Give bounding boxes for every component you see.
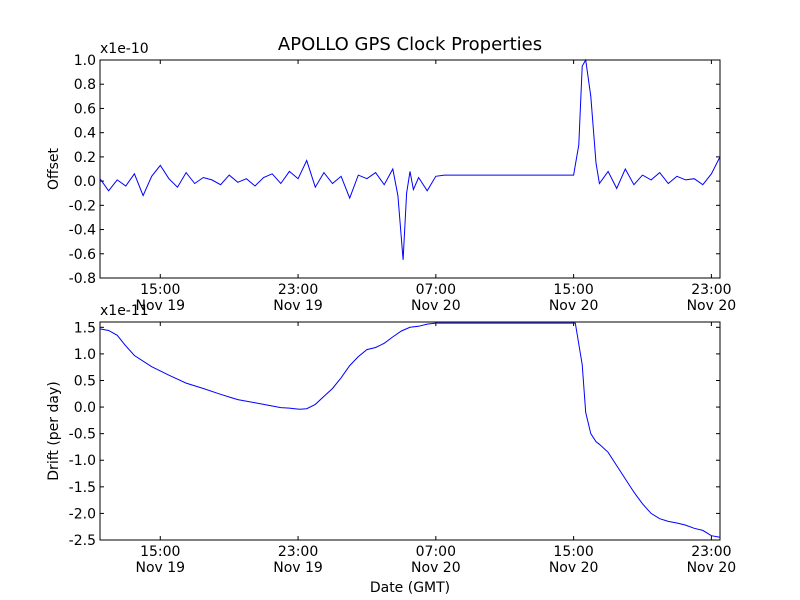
x-tick-date-label: Nov 19 — [273, 560, 323, 576]
x-tick-date-label: Nov 20 — [411, 298, 461, 314]
y-tick-label: 0.6 — [74, 101, 96, 117]
offset-series-line — [99, 58, 721, 260]
x-tick-time-label: 15:00 — [553, 544, 593, 560]
drift-series-line — [99, 322, 721, 538]
offset-y-ticks: 1.0 0.8 0.6 0.4 0.2 0.0 -0.2 -0.4 -0.6 -0.8 — [69, 53, 720, 287]
x-tick-time-label: 23:00 — [278, 544, 318, 560]
x-tick-date-label: Nov 20 — [687, 560, 737, 576]
y-tick-label: -2.5 — [69, 533, 96, 549]
y-tick-label: 0.2 — [74, 150, 96, 166]
y-tick-label: 1.0 — [74, 53, 96, 69]
x-axis-label: Date (GMT) — [370, 580, 450, 596]
offset-y-axis-label: Offset — [46, 147, 62, 190]
x-tick-time-label: 15:00 — [553, 282, 593, 298]
x-tick-time-label: 07:00 — [416, 544, 456, 560]
drift-plot-frame — [99, 321, 721, 541]
y-tick-label: -0.4 — [69, 223, 96, 239]
y-tick-label: 0.5 — [74, 373, 96, 389]
y-tick-label: -2.0 — [69, 506, 96, 522]
y-tick-label: -0.2 — [69, 198, 96, 214]
offset-plot-frame — [99, 59, 721, 279]
drift-plot: x1e-11 Drift (per day) 1.5 1.0 0.5 0.0 -0.5 -… — [46, 303, 736, 576]
y-tick-label: 0.0 — [74, 174, 96, 190]
offset-multiplier-label: x1e-10 — [100, 41, 149, 57]
y-tick-label: 1.0 — [74, 347, 96, 363]
y-tick-label: -0.8 — [69, 271, 96, 287]
x-tick-time-label: 23:00 — [691, 544, 731, 560]
x-tick-date-label: Nov 20 — [687, 298, 737, 314]
y-tick-label: -0.6 — [69, 247, 96, 263]
x-tick-date-label: Nov 20 — [549, 560, 599, 576]
x-tick-time-label: 23:00 — [691, 282, 731, 298]
x-tick-time-label: 15:00 — [140, 544, 180, 560]
x-tick-date-label: Nov 20 — [411, 560, 461, 576]
offset-plot: x1e-10 Offset 1.0 0.8 0.6 0.4 0.2 0.0 -0.2 -0.4… — [46, 41, 736, 314]
y-tick-label: 0.4 — [74, 126, 96, 142]
drift-multiplier-label: x1e-11 — [100, 303, 149, 319]
x-tick-date-label: Nov 19 — [135, 298, 185, 314]
x-tick-time-label: 07:00 — [416, 282, 456, 298]
figure-title: APOLLO GPS Clock Properties — [278, 34, 542, 55]
y-tick-label: -1.0 — [69, 453, 96, 469]
x-tick-time-label: 23:00 — [278, 282, 318, 298]
drift-y-ticks: 1.5 1.0 0.5 0.0 -0.5 -1.0 -1.5 -2.0 -2.5 — [69, 320, 720, 549]
x-tick-date-label: Nov 20 — [549, 298, 599, 314]
y-tick-label: 1.5 — [74, 320, 96, 336]
y-tick-label: -1.5 — [69, 480, 96, 496]
x-tick-time-label: 15:00 — [140, 282, 180, 298]
y-tick-label: 0.0 — [74, 400, 96, 416]
y-tick-label: -0.5 — [69, 427, 96, 443]
drift-y-axis-label: Drift (per day) — [46, 381, 62, 480]
y-tick-label: 0.8 — [74, 77, 96, 93]
x-tick-date-label: Nov 19 — [135, 560, 185, 576]
x-tick-date-label: Nov 19 — [273, 298, 323, 314]
